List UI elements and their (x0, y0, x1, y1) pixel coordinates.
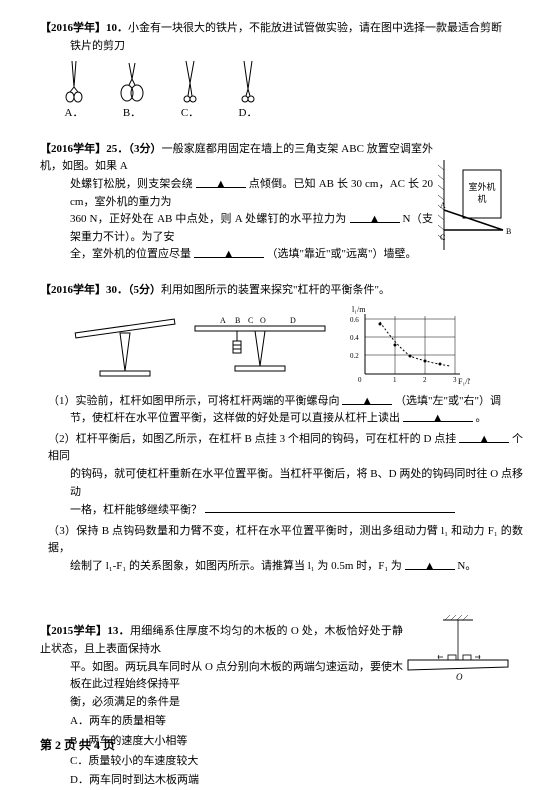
q10-text: 【2016学年】10．小金有一块很大的铁片，不能放进试管做实验，请在图中选择一款… (40, 20, 523, 38)
q30-i2a: （2）杠杆平衡后，如图乙所示，在杠杆 B 点挂 3 个相同的钩码，可在杠杆的 D… (48, 433, 456, 445)
q10-prefix: 【2016学年】10． (40, 22, 128, 34)
question-30: 【2016学年】30．（5分）利用如图所示的装置来探究"杠杆的平衡条件"。 A … (40, 282, 523, 576)
scissor-a-icon (60, 59, 88, 103)
q25-t2a: 处螺钉松脱，则支架会绕 (70, 178, 193, 190)
label-a: A (440, 201, 446, 210)
q13-o-label: O (456, 672, 463, 682)
opt-b: B．两车的速度大小相等 (70, 733, 523, 751)
choice-d-label: D． (239, 105, 258, 123)
svg-text:2: 2 (423, 376, 427, 384)
choice-a-label: A． (65, 105, 84, 123)
blank-7 (205, 501, 455, 513)
unit-label: 室外机 (468, 181, 495, 192)
opt-c: C．质量较小的车速度较大 (70, 753, 523, 771)
lever-left-icon (70, 311, 180, 381)
q25-prefix: 【2016学年】25．（3分） (40, 143, 162, 155)
q25-t3a: 360 N，正好处在 AB 中点处，则 A 处螺钉的水平拉力为 (70, 213, 346, 225)
chart-icon: l₁/m 0.6 0.4 0.2 0 1 2 3 F₁/N (340, 304, 470, 389)
q30-i2c: 的钩码，就可使杠杆重新在水平位置平衡。当杠杆平衡后，将 B、D 两处的钩码同时往… (40, 466, 523, 501)
choice-b-label: B． (123, 105, 141, 123)
q13-t3: 衡，必须满足的条件是 (40, 694, 523, 712)
q30-prefix: 【2016学年】30．（5分） (40, 284, 161, 296)
svg-text:3: 3 (453, 376, 457, 384)
choice-c-label: C． (181, 105, 199, 123)
choice-d: D． (234, 59, 262, 123)
opt-d: D．两车同时到达木板两端 (70, 772, 523, 790)
blank-2: ▲ (350, 211, 400, 223)
label-b: B (506, 227, 511, 236)
question-10: 【2016学年】10．小金有一块很大的铁片，不能放进试管做实验，请在图中选择一款… (40, 20, 523, 123)
blank-3: ▲ (194, 246, 264, 258)
choice-b: B． (118, 59, 146, 123)
q30-i3a: （3）保持 B 点钩码数量和力臂不变，杠杆在水平位置平衡时，测出多组动力臂 l₁… (48, 525, 523, 555)
q25-t4b: （选填"靠近"或"远离"）墙壁。 (267, 248, 417, 260)
q30-item2: （2）杠杆平衡后，如图乙所示，在杠杆 B 点挂 3 个相同的钩码，可在杠杆的 D… (40, 431, 523, 466)
q30-title-row: 【2016学年】30．（5分）利用如图所示的装置来探究"杠杆的平衡条件"。 (40, 282, 523, 300)
q30-i1a: （1）实验前，杠杆如图甲所示，可将杠杆两端的平衡螺母向 (48, 395, 340, 407)
q13-figure-icon: O (403, 615, 513, 685)
blank-1: ▲ (196, 176, 246, 188)
q30-i2d: 一格，杠杆能够继续平衡？ (40, 501, 523, 520)
scissor-b-icon (118, 59, 146, 103)
svg-text:0.6: 0.6 (350, 316, 359, 324)
label-c: C (440, 233, 445, 242)
q30-item1c: 节，使杠杆在水平位置平衡，这样做的好处是可以直接从杠杆上读出 ▲ 。 (40, 410, 523, 428)
q30-item3b: 绘制了 l₁-F₁ 的关系图象，如图丙所示。请推算当 l₁ 为 0.5m 时，F… (40, 558, 523, 576)
svg-text:D: D (290, 316, 296, 325)
svg-text:0.4: 0.4 (350, 334, 359, 342)
svg-text:机: 机 (477, 193, 486, 204)
svg-text:B: B (235, 316, 240, 325)
q30-title: 利用如图所示的装置来探究"杠杆的平衡条件"。 (161, 284, 390, 296)
opt-a: A．两车的质量相等 (70, 713, 523, 731)
page-footer: 第 2 页 共 4 页 (40, 736, 115, 755)
choice-a: A． (60, 59, 88, 123)
q25-t4a: 全，室外机的位置应尽量 (70, 248, 191, 260)
q30-item1: （1）实验前，杠杆如图甲所示，可将杠杆两端的平衡螺母向 ▲ （选填"左"或"右"… (40, 393, 523, 411)
chart-xlabel: F₁/N (458, 377, 470, 386)
blank-6: ▲ (459, 431, 509, 443)
svg-text:C: C (248, 316, 253, 325)
blank-5: ▲ (403, 410, 473, 422)
q30-i3c: N。 (457, 560, 476, 572)
q10-choices: A． B． C． D． (40, 59, 523, 123)
svg-text:A: A (220, 316, 226, 325)
chart-ylabel: l₁/m (352, 305, 366, 314)
svg-text:1: 1 (393, 376, 397, 384)
scissor-c-icon (176, 59, 204, 103)
outdoor-unit-icon: 室外机 机 A B C (438, 160, 518, 250)
q13-prefix: 【2015学年】13． (40, 625, 130, 637)
svg-text:0.2: 0.2 (350, 352, 359, 360)
svg-text:0: 0 (358, 376, 362, 384)
scissor-d-icon (234, 59, 262, 103)
blank-8: ▲ (405, 558, 455, 570)
q10-line1: 小金有一块很大的铁片，不能放进试管做实验，请在图中选择一款最适合剪断 (128, 22, 502, 34)
q30-i3b: 绘制了 l₁-F₁ 的关系图象，如图丙所示。请推算当 l₁ 为 0.5m 时，F… (70, 560, 402, 572)
blank-4: ▲ (342, 393, 392, 405)
q30-item3: （3）保持 B 点钩码数量和力臂不变，杠杆在水平位置平衡时，测出多组动力臂 l₁… (40, 523, 523, 558)
lever-mid-icon: A B C O D (190, 311, 330, 381)
q30-i1b: （选填"左"或"右"）调 (395, 395, 501, 407)
q30-i1c: 节，使杠杆在水平位置平衡，这样做的好处是可以直接从杠杆上读出 (70, 412, 400, 424)
q30-i1d: 。 (476, 412, 487, 424)
choice-c: C． (176, 59, 204, 123)
q30-figures: A B C O D l₁/m 0.6 0.4 0.2 0 1 (40, 304, 523, 389)
svg-text:O: O (260, 316, 266, 325)
q10-line2: 铁片的剪刀 (40, 38, 523, 56)
